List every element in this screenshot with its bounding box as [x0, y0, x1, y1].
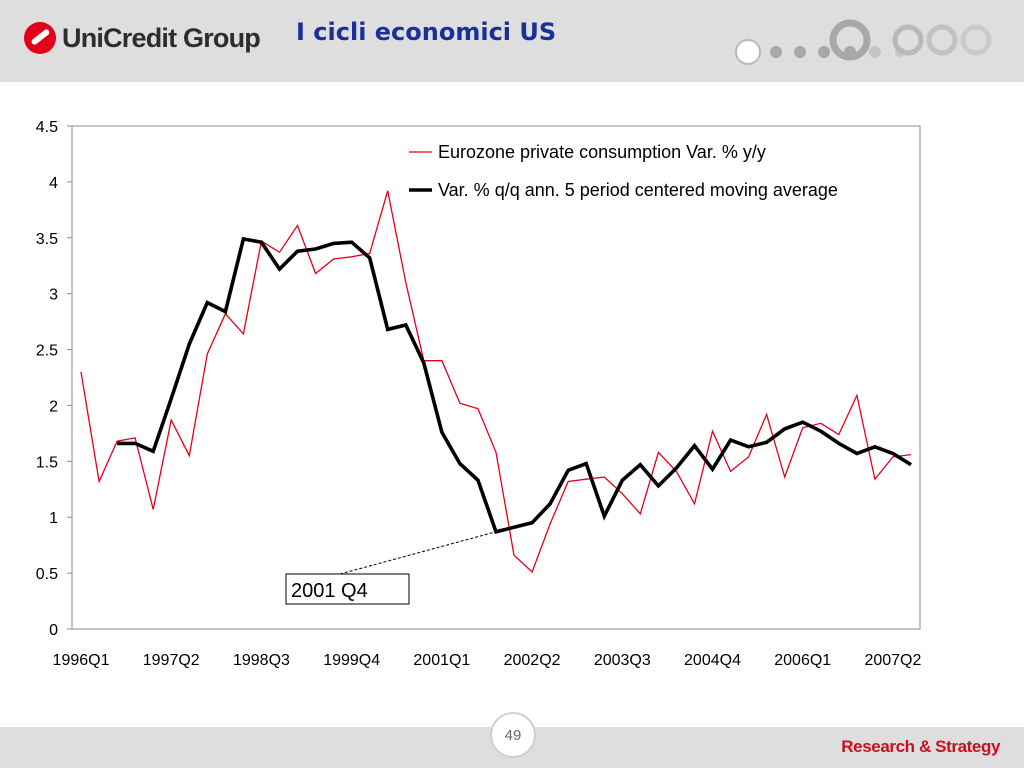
y-tick-label: 1 — [49, 510, 58, 527]
x-tick-label: 2002Q2 — [504, 652, 561, 669]
x-tick-label: 1997Q2 — [143, 652, 200, 669]
annotation: 2001 Q4 — [285, 531, 497, 605]
series-line-2 — [117, 236, 912, 534]
series-group — [80, 190, 912, 574]
x-tick-label: 2007Q2 — [864, 652, 921, 669]
legend-entry: Var. % q/q ann. 5 period centered moving… — [438, 180, 838, 200]
y-tick-label: 0.5 — [36, 566, 58, 583]
y-tick-label: 4.5 — [36, 119, 58, 136]
y-tick-label: 3.5 — [36, 231, 58, 248]
decorative-circles-icon — [735, 19, 992, 65]
annotation-box — [285, 573, 410, 605]
x-tick-label: 1999Q4 — [323, 652, 380, 669]
y-tick-label: 1.5 — [36, 454, 58, 471]
y-tick-label: 2.5 — [36, 343, 58, 360]
legend-entry: Eurozone private consumption Var. % y/y — [438, 142, 766, 162]
x-tick-label: 2004Q4 — [684, 652, 741, 669]
x-tick-label: 2001Q1 — [413, 652, 470, 669]
x-tick-label: 2006Q1 — [774, 652, 831, 669]
page-number: 49 — [490, 712, 536, 758]
annotation-label: 2001 Q4 — [291, 580, 368, 602]
legend: Eurozone private consumption Var. % y/y V… — [409, 142, 838, 200]
y-tick-label: 4 — [49, 175, 58, 192]
series-line-1 — [80, 190, 912, 574]
x-tick-label: 1998Q3 — [233, 652, 290, 669]
x-tick-label: 1996Q1 — [53, 652, 110, 669]
company-logo: UniCredit Group — [24, 22, 261, 54]
x-axis: 1996Q1 1997Q2 1998Q3 1999Q4 2001Q1 2002Q2 2003… — [53, 652, 922, 669]
x-tick-label: 2003Q3 — [594, 652, 651, 669]
y-tick-label: 0 — [49, 622, 58, 639]
annotation-leader — [339, 531, 497, 575]
line-chart: 00.511.522.533.544.5 1996Q1 1997Q2 1998Q3 1… — [36, 119, 922, 669]
plot-area — [71, 125, 921, 630]
page-title: I cicli economici US — [296, 18, 557, 46]
unicredit-logo-icon — [24, 22, 56, 54]
y-axis: 0 0.5 1 1.5 2 2.5 3 3.5 4 4.5 — [36, 119, 72, 639]
logo-text: UniCredit Group — [62, 22, 261, 53]
header-band — [0, 0, 1024, 82]
brand-label: Research & Strategy — [841, 737, 1000, 756]
y-tick-label: 2 — [49, 398, 58, 415]
y-tick-label: 3 — [49, 287, 58, 304]
